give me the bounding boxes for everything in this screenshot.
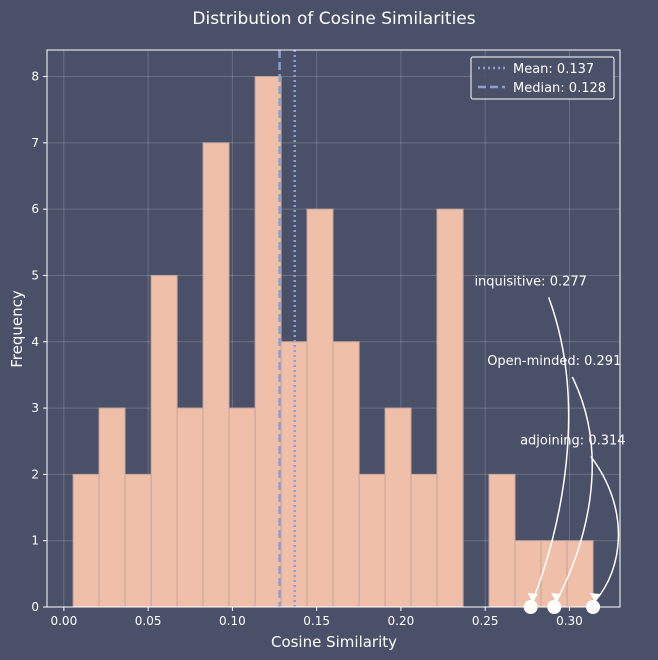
plot-frame xyxy=(46,49,621,608)
y-tick-label: 1 xyxy=(31,534,39,548)
x-tick-label: 0.30 xyxy=(556,614,583,628)
histogram-bar xyxy=(410,473,438,608)
bars xyxy=(72,76,594,608)
legend: Mean: 0.137 Median: 0.128 xyxy=(470,56,615,100)
y-tick-label: 2 xyxy=(31,467,39,481)
histogram-bar xyxy=(332,341,360,608)
annotation-marker xyxy=(547,600,562,614)
y-tick-label: 5 xyxy=(31,268,39,282)
y-tick-label: 3 xyxy=(31,401,39,415)
y-axis-title: Frequency xyxy=(8,290,26,368)
reference-lines xyxy=(278,50,296,607)
annotations: inquisitive: 0.277 Open-minded: 0.291 adjo… xyxy=(474,274,626,614)
y-tick-label: 7 xyxy=(31,136,39,150)
histogram-bar xyxy=(436,208,464,608)
x-tick-label: 0.25 xyxy=(472,614,499,628)
histogram-bar xyxy=(254,76,282,608)
annotation-arrow xyxy=(590,456,620,602)
histogram-bar xyxy=(358,473,386,608)
histogram-bar xyxy=(202,142,230,608)
x-tick-label: 0.15 xyxy=(303,614,330,628)
y-tick-label: 4 xyxy=(31,335,39,349)
histogram-bar xyxy=(124,473,152,608)
annotation-arrow xyxy=(555,376,593,602)
annotation-arrowhead xyxy=(527,593,538,603)
x-tick-label: 0.05 xyxy=(135,614,162,628)
x-tick-label: 0.10 xyxy=(219,614,246,628)
annotation-marker xyxy=(586,600,601,614)
chart-title: Distribution of Cosine Similarities xyxy=(192,9,475,29)
histogram-bar xyxy=(306,208,334,608)
histogram-bar xyxy=(514,540,542,608)
x-axis-title: Cosine Similarity xyxy=(271,633,397,651)
legend-mean-label: Mean: 0.137 xyxy=(513,62,594,77)
legend-box xyxy=(470,56,615,100)
annotation-arrowhead xyxy=(551,593,562,603)
annotation-label: adjoining: 0.314 xyxy=(520,434,625,449)
y-tick-label: 0 xyxy=(31,600,39,614)
histogram-bar xyxy=(176,407,204,608)
histogram-bar xyxy=(72,473,100,608)
annotation-marker xyxy=(523,600,538,614)
x-tick-label: 0.00 xyxy=(50,614,77,628)
axis-ticks: 0.00 0.05 0.10 0.15 0.20 0.25 0.30 0 1 2 3 4 5 6 7 8 xyxy=(31,70,582,628)
y-tick-label: 6 xyxy=(31,202,39,216)
y-tick-label: 8 xyxy=(31,70,39,84)
legend-median-label: Median: 0.128 xyxy=(513,81,606,96)
histogram-bar xyxy=(384,407,412,608)
histogram-bar xyxy=(150,274,178,608)
annotation-arrow xyxy=(531,297,570,602)
annotation-arrowhead xyxy=(590,593,601,603)
histogram-bar xyxy=(228,407,256,608)
histogram-bar xyxy=(488,473,516,608)
histogram-bar xyxy=(566,540,594,608)
x-tick-label: 0.20 xyxy=(388,614,415,628)
annotation-label: inquisitive: 0.277 xyxy=(474,274,586,289)
histogram-bar xyxy=(98,407,126,608)
annotation-label: Open-minded: 0.291 xyxy=(487,354,621,369)
